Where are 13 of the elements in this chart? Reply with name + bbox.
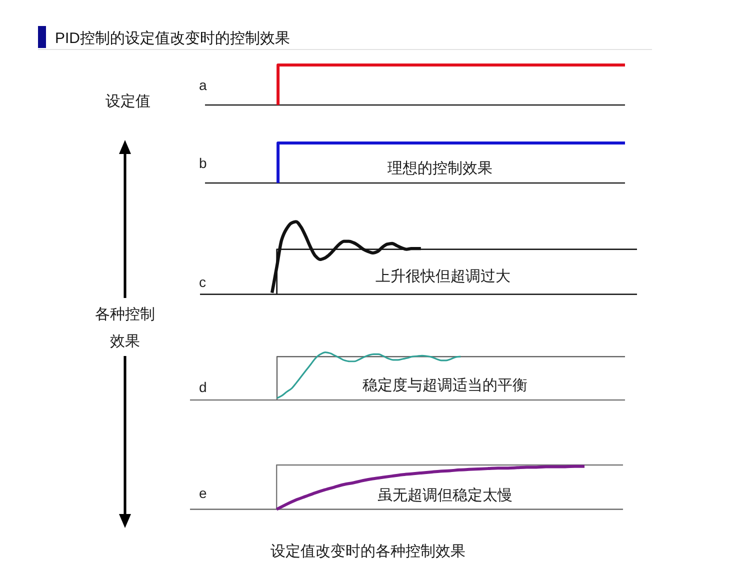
y-axis-title: d [199, 379, 207, 395]
y-axis-title: c [199, 274, 206, 290]
chart-title: PID控制的设定值改变时的控制效果 [55, 30, 290, 47]
y-axis-title: b [199, 155, 207, 171]
annotation: 上升很快但超调过大 [376, 268, 510, 285]
y-axis-title: e [199, 485, 207, 501]
y-axis-title: a [199, 77, 207, 93]
text: 设定值改变时的各种控制效果 [270, 543, 466, 560]
annotation: 稳定度与超调适当的平衡 [362, 377, 528, 394]
text: 各种控制效果 [95, 306, 155, 350]
annotation: 理想的控制效果 [388, 160, 492, 177]
annotation: 虽无超调但稳定太慢 [378, 487, 512, 504]
text: 设定值 [106, 93, 150, 110]
